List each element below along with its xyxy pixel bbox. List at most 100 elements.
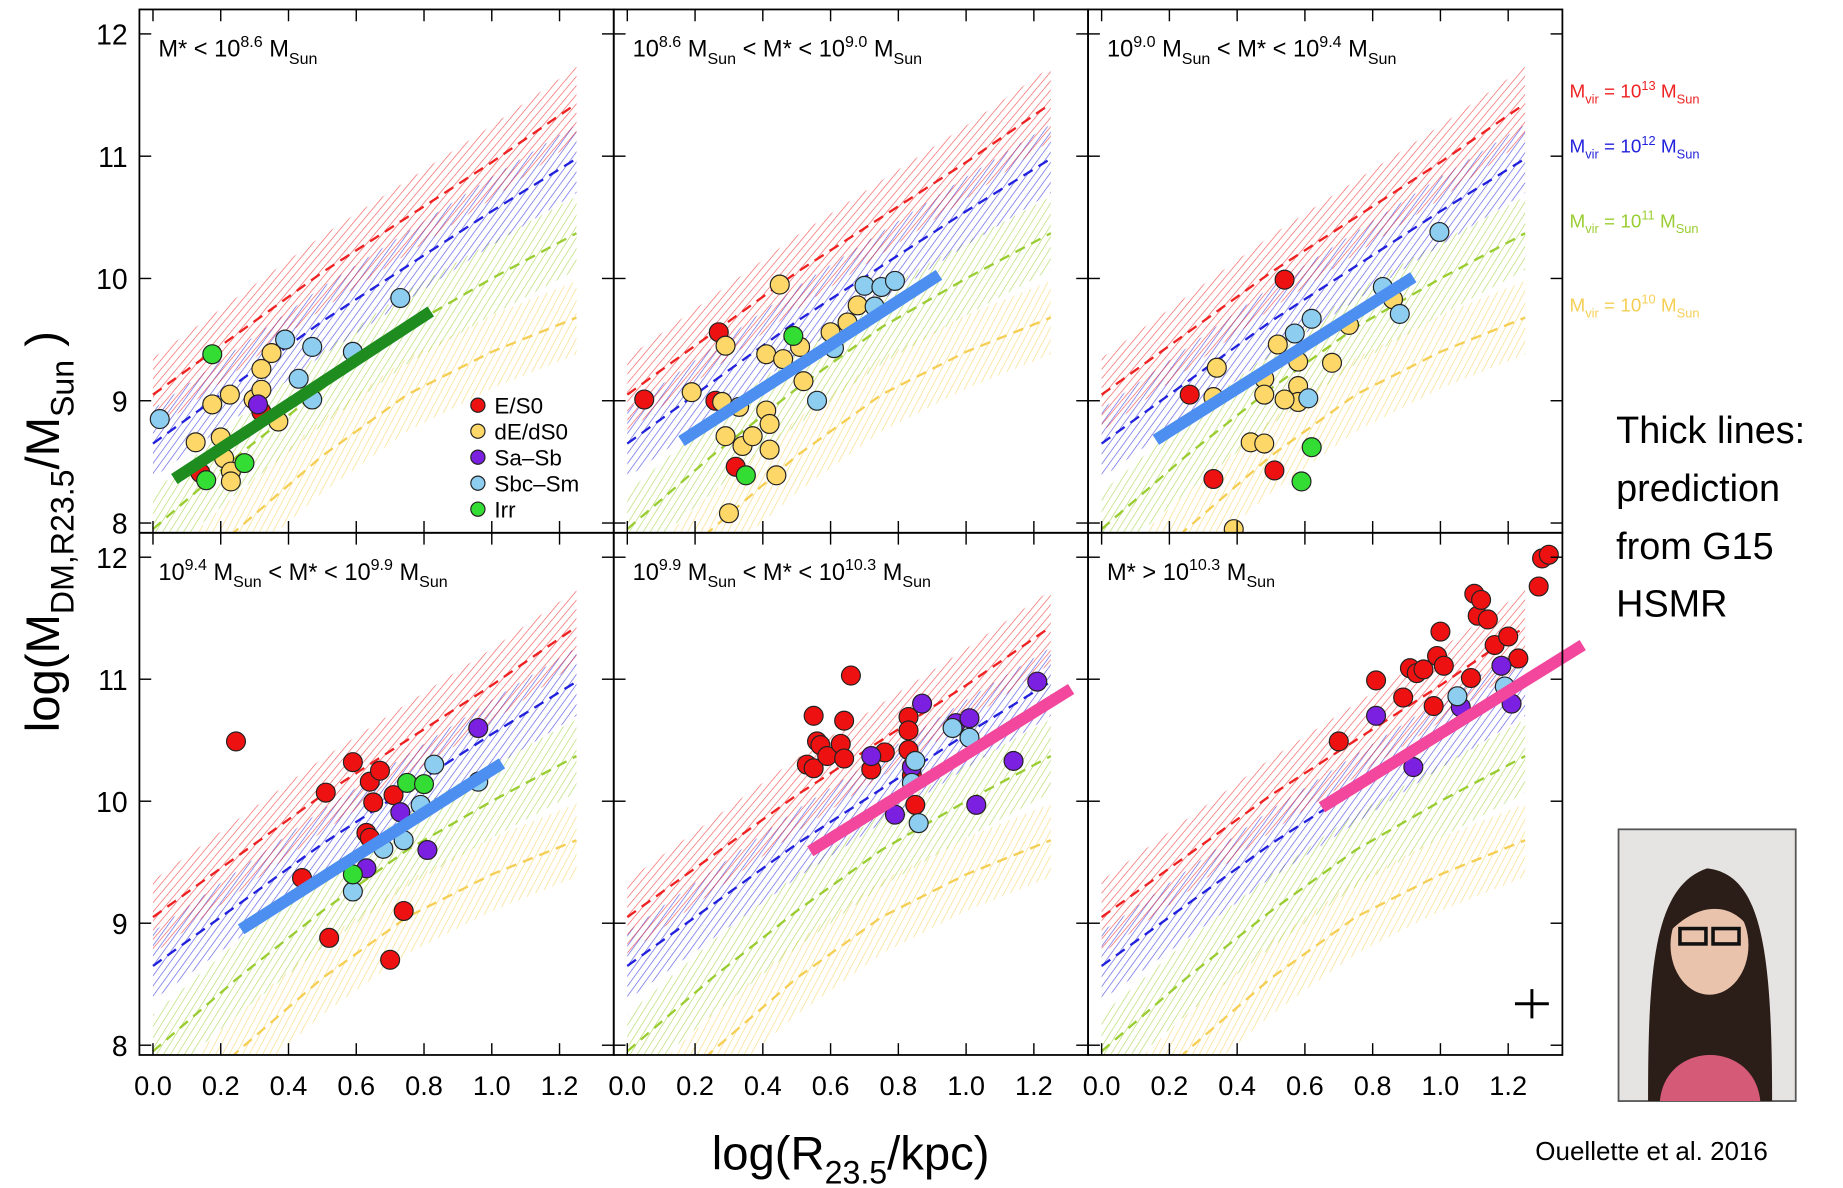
model-curve: [626, 102, 1052, 396]
text-segment: 10: [633, 560, 659, 586]
text-segment: vir: [1585, 146, 1599, 161]
point: [759, 413, 780, 435]
text-segment: Sun: [707, 50, 736, 68]
model-band: [1101, 66, 1526, 432]
point: [225, 731, 247, 752]
model-curve: [626, 680, 1052, 967]
point: [884, 270, 905, 291]
model-curve: [626, 755, 1052, 1053]
text-segment: M: [1656, 296, 1677, 317]
text-segment: Sun: [289, 50, 318, 68]
point: [847, 295, 868, 316]
text-segment: M* < 10: [158, 37, 240, 63]
prediction-line: [171, 306, 435, 484]
point: [1423, 696, 1444, 717]
prediction-line: [807, 683, 1075, 857]
point: [185, 432, 206, 453]
point: [681, 382, 702, 403]
x-tick-label: 0.0: [608, 1070, 646, 1101]
x-tick-label: 0.4: [1218, 1070, 1256, 1101]
text-segment: 8.6: [659, 33, 681, 51]
text-segment: 9.4: [185, 556, 207, 574]
point: [1264, 460, 1285, 481]
x-tick-label: 0.0: [134, 1070, 172, 1101]
point: [1298, 388, 1319, 409]
text-segment: M: [1569, 211, 1585, 232]
point: [342, 752, 363, 773]
credit: Ouellette et al. 2016: [1535, 1136, 1768, 1166]
text-segment: 10: [633, 37, 659, 63]
x-tick-label: 0.8: [405, 1070, 443, 1101]
point: [1274, 269, 1295, 290]
point: [1284, 323, 1305, 344]
text-segment: 9.0: [1133, 33, 1155, 51]
text-segment: Sun: [1677, 146, 1700, 161]
legend-marker: [470, 423, 486, 439]
point: [261, 343, 282, 364]
point: [718, 503, 739, 524]
text-segment: M: [1655, 211, 1676, 232]
text-segment: Sun: [1182, 50, 1211, 68]
model-curve: [626, 157, 1052, 445]
point: [854, 275, 875, 296]
legend-label: E/S0: [494, 393, 543, 418]
point: [196, 470, 217, 491]
panel-title: 108.6 MSun < M* < 109.0 MSun: [633, 33, 922, 68]
point: [380, 949, 401, 970]
point: [275, 329, 296, 350]
point: [390, 287, 411, 309]
point: [1491, 655, 1512, 676]
y-axis-label: log(MDM,R23.5/MSun ): [17, 331, 80, 732]
point: [742, 426, 763, 447]
point: [766, 465, 787, 486]
panel-title: 109.0 MSun < M* < 109.4 MSun: [1107, 33, 1396, 68]
text-segment: vir: [1585, 91, 1599, 106]
x-tick-label: 1.0: [473, 1070, 511, 1101]
text-segment: 9.9: [659, 556, 681, 574]
point: [861, 746, 882, 767]
model-band: [627, 124, 1051, 478]
text-segment: M: [207, 560, 233, 586]
legend-marker: [470, 449, 486, 465]
point: [1413, 659, 1434, 680]
point: [315, 782, 336, 803]
y-tick-label: 9: [112, 909, 128, 941]
x-tick-label: 0.2: [202, 1070, 240, 1101]
x-tick-label: 0.6: [1286, 1070, 1324, 1101]
panel-title: 109.9 MSun < M* < 1010.3 MSun: [633, 556, 931, 591]
text-segment: vir: [1585, 221, 1599, 236]
point: [1366, 670, 1387, 691]
panel-title: M* < 108.6 MSun: [158, 33, 317, 68]
point: [834, 748, 855, 769]
point: [1254, 384, 1275, 405]
model-band: [1143, 280, 1526, 533]
model-label: Mvir = 1012 MSun: [1569, 133, 1699, 162]
point: [251, 358, 272, 379]
text-segment: vir: [1585, 305, 1599, 320]
point: [1528, 576, 1549, 597]
text-segment: Sun: [707, 573, 736, 591]
point: [1366, 705, 1387, 726]
model-band: [1101, 647, 1526, 1001]
annotation: Thick lines:: [1616, 410, 1805, 452]
text-segment: Sun: [419, 573, 448, 591]
point: [1430, 621, 1451, 642]
text-segment: DM,R23.5: [44, 470, 80, 615]
prediction-line: [1318, 640, 1586, 813]
text-segment: M: [1656, 82, 1677, 103]
text-segment: M: [867, 37, 893, 63]
panel: [1100, 66, 1526, 533]
point: [1027, 671, 1048, 692]
text-segment: 9.9: [371, 556, 393, 574]
model-band: [669, 280, 1051, 533]
point: [383, 785, 404, 806]
x-tick-label: 1.2: [1015, 1070, 1053, 1101]
text-segment: M: [1656, 137, 1677, 158]
model-curve: [152, 157, 578, 445]
model-band: [152, 719, 577, 1055]
text-segment: = 10: [1599, 137, 1642, 158]
point: [468, 717, 489, 739]
point: [1538, 544, 1559, 565]
photo-glasses: [1711, 926, 1741, 946]
text-segment: = 10: [1599, 82, 1642, 103]
